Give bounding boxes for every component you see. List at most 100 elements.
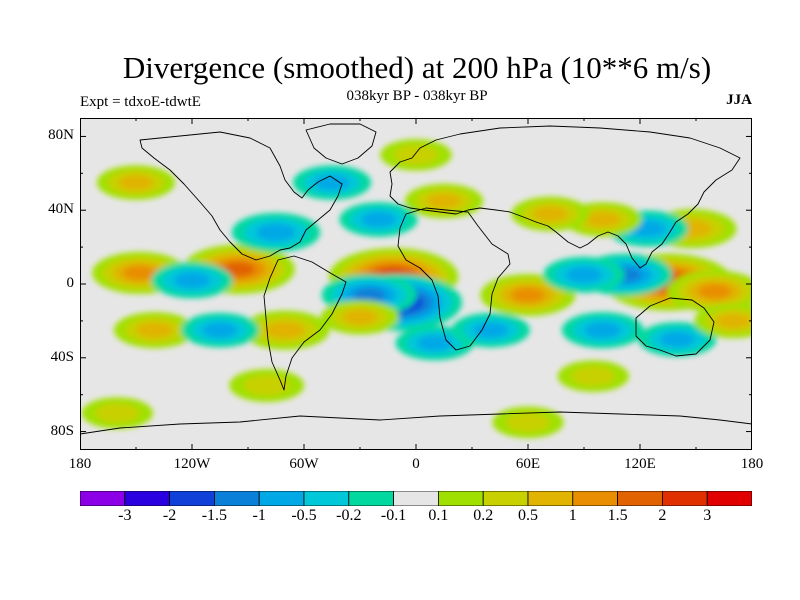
- lat-label: 0: [66, 275, 75, 291]
- coastline-antarctica: [80, 411, 752, 435]
- anomaly-contour: [659, 331, 695, 347]
- lon-label: 0: [412, 456, 420, 472]
- lon-label: 60W: [289, 456, 319, 472]
- map-frame: [80, 118, 752, 450]
- anomaly-cell-12: [511, 196, 590, 232]
- coastline-africa: [397, 207, 511, 351]
- anomaly-cell-33: [229, 368, 305, 402]
- colorbar-label: 3: [703, 507, 712, 524]
- divergence-map: [80, 118, 752, 450]
- anomaly-contour: [473, 322, 509, 338]
- season-label: JJA: [726, 92, 752, 108]
- colorbar-box: [706, 491, 752, 506]
- anomaly-contour: [698, 284, 732, 299]
- anomaly-contour: [506, 412, 550, 433]
- colorbar-label: -1.5: [201, 507, 228, 524]
- anomaly-cell-32: [492, 406, 564, 439]
- colorbar-box: [482, 491, 529, 506]
- coastline-europe-asia: [389, 125, 741, 269]
- anomaly-contour: [118, 174, 154, 191]
- anomaly-cell-25: [292, 165, 372, 200]
- colorbar-box: [169, 491, 215, 506]
- anomaly-contour: [571, 366, 616, 386]
- lon-label: 60E: [515, 456, 541, 472]
- anomaly-contour: [202, 322, 238, 338]
- lat-label: 40N: [48, 201, 74, 218]
- period-label: 038kyr BP - 038kyr BP: [346, 88, 488, 104]
- lon-label: 180: [740, 456, 764, 472]
- colorbar-label: 0.1: [428, 507, 449, 524]
- coastline-greenland: [305, 123, 377, 165]
- anomaly-cell-24: [339, 202, 418, 237]
- colorbar-box: [348, 491, 394, 506]
- colorbar-box: [662, 491, 708, 506]
- colorbar-label: 1.5: [607, 507, 628, 524]
- lon-label: 120W: [173, 456, 211, 472]
- anomaly-contour: [417, 335, 453, 351]
- anomaly-cell-26: [96, 165, 176, 200]
- anomaly-contour: [426, 193, 462, 209]
- colorbar-box: [80, 491, 126, 506]
- anomaly-cell-18: [320, 299, 400, 335]
- colorbar-label: 1: [568, 507, 577, 524]
- coastline-north-america: [139, 131, 343, 261]
- lon-label: 180: [68, 456, 92, 472]
- colorbar-box: [213, 491, 260, 506]
- anomaly-contour: [715, 313, 751, 329]
- lat-label: 40S: [50, 348, 74, 365]
- colorbar-box: [258, 491, 305, 506]
- colorbar-label: 0.5: [518, 507, 538, 524]
- colorbar-label: 2: [658, 507, 667, 524]
- anomaly-contour: [352, 287, 386, 303]
- anomaly-cell-27: [380, 139, 452, 171]
- colorbar-box: [572, 491, 618, 506]
- anomaly-cell-30: [694, 303, 752, 339]
- colorbar-label: -0.1: [380, 507, 407, 524]
- colorbar-box: [527, 491, 574, 506]
- anomaly-contour: [222, 262, 255, 277]
- colorbar-label: -0.2: [336, 507, 362, 524]
- colorbar-label: -2: [162, 507, 177, 524]
- colorbar: [80, 491, 752, 506]
- anomaly-cell-22: [451, 312, 530, 348]
- colorbar-box: [303, 491, 350, 506]
- anomaly-cell-28: [561, 312, 644, 349]
- anomaly-contour: [584, 322, 621, 339]
- anomaly-cell-5: [667, 270, 752, 313]
- coastline-south-america: [263, 255, 347, 391]
- anomaly-cell-23: [404, 183, 484, 219]
- colorbar-box: [124, 491, 170, 506]
- anomaly-cell-31: [81, 397, 154, 429]
- anomaly-contour: [173, 272, 211, 289]
- colorbar-label: -0.5: [291, 507, 317, 524]
- lat-label: 80S: [50, 422, 74, 439]
- colorbar-label: -3: [118, 507, 132, 524]
- anomaly-cell-16: [231, 212, 321, 252]
- anomaly-contour: [342, 309, 378, 325]
- anomaly-contour: [585, 211, 621, 228]
- lon-label: 120E: [624, 456, 656, 472]
- anomaly-contour: [565, 266, 603, 283]
- colorbar-box: [437, 491, 484, 506]
- divergence-field: [81, 139, 752, 439]
- anomaly-cell-19: [113, 312, 196, 349]
- coastlines: [80, 123, 752, 435]
- anomaly-contour: [314, 174, 350, 191]
- anomaly-contour: [511, 287, 545, 303]
- colorbar-box: [393, 491, 439, 506]
- anomaly-contour: [265, 321, 305, 339]
- anomaly-cell-34: [557, 360, 630, 392]
- anomaly-contour: [136, 322, 173, 339]
- anomaly-cell-10: [543, 256, 625, 293]
- anomaly-contour: [394, 145, 438, 165]
- anomaly-contour: [95, 403, 140, 423]
- anomaly-contour: [533, 206, 568, 222]
- anomaly-cell-29: [638, 322, 717, 357]
- anomaly-contour: [256, 223, 296, 242]
- anomaly-contour: [123, 265, 157, 281]
- anomaly-cell-15: [151, 262, 233, 299]
- colorbar-label: -1: [252, 507, 266, 524]
- colorbar-label: 0.2: [473, 507, 494, 524]
- plot-title: Divergence (smoothed) at 200 hPa (10**6 …: [122, 50, 712, 85]
